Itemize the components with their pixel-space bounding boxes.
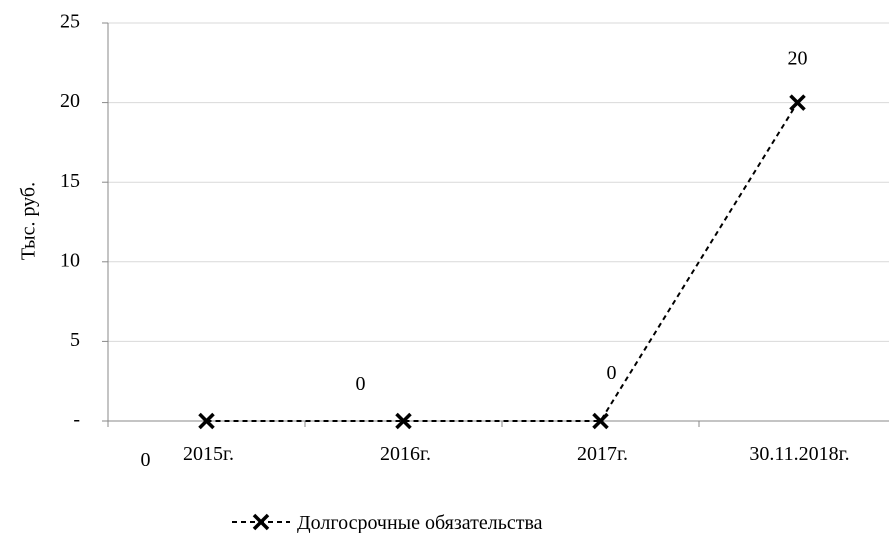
series-point <box>592 412 609 430</box>
x-axis-ticks: 2015г. 2016г. 2017г. 30.11.2018г. <box>107 421 850 465</box>
series-point <box>395 412 412 430</box>
x-tick-label: 2015г. <box>183 443 234 465</box>
data-label: 0 <box>356 373 366 395</box>
series-point <box>789 94 806 111</box>
y-tick-label: - <box>73 409 80 431</box>
point-mark <box>395 412 412 430</box>
y-tick-label: 20 <box>60 90 80 112</box>
point-mark <box>198 412 215 430</box>
series-group <box>198 94 806 430</box>
y-axis-ticks: - 5 10 15 20 25 <box>60 11 108 431</box>
y-tick-label: 15 <box>60 170 80 192</box>
gridlines <box>108 22 889 342</box>
data-label: 20 <box>788 48 808 70</box>
axes <box>107 23 889 427</box>
y-axis-label: Тыс. руб. <box>18 182 40 260</box>
series-point <box>198 412 215 430</box>
legend: Долгосрочные обязательства <box>232 512 543 533</box>
legend-label: Долгосрочные обязательства <box>297 512 543 533</box>
x-tick-label: 2016г. <box>380 443 431 465</box>
legend-marker-icon <box>252 513 270 531</box>
x-tick-label: 2017г. <box>577 443 628 465</box>
data-label: 0 <box>607 362 617 384</box>
y-tick-label: 5 <box>70 329 80 351</box>
x-tick-label: 30.11.2018г. <box>749 443 849 465</box>
y-tick-label: 25 <box>60 11 80 33</box>
point-mark <box>789 94 806 111</box>
data-label: 0 <box>141 449 151 471</box>
data-labels: 0 0 0 20 <box>141 48 808 471</box>
point-mark <box>592 412 609 430</box>
y-tick-label: 10 <box>60 249 80 271</box>
